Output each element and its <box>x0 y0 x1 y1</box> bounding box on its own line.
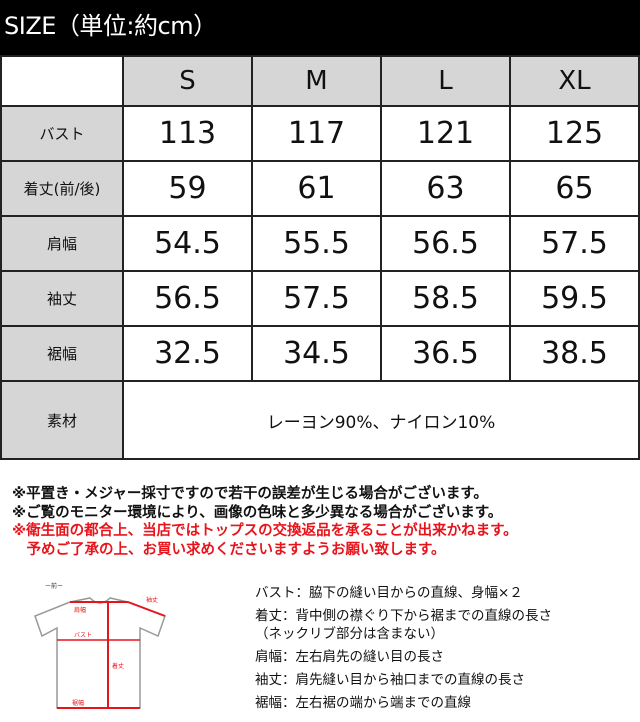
sleeve-label: 袖丈 <box>146 596 158 604</box>
row-label: 肩幅 <box>0 215 124 272</box>
table-row: 着丈(前/後) 59 61 63 65 <box>0 160 640 217</box>
length-label: 着丈 <box>112 662 124 670</box>
material-label: 素材 <box>0 380 124 460</box>
note-line: ※ご覧のモニター環境により、画像の色味と多少異なる場合がございます。 <box>12 504 503 521</box>
cell: 58.5 <box>380 270 511 327</box>
cell: 57.5 <box>251 270 382 327</box>
cell: 121 <box>380 105 511 162</box>
table-row: 肩幅 54.5 55.5 56.5 57.5 <box>0 215 640 272</box>
size-header-row: S M L XL <box>0 55 640 107</box>
cell: 32.5 <box>122 325 253 382</box>
material-row: 素材 レーヨン90%、ナイロン10% <box>0 380 640 460</box>
table-row: 袖丈 56.5 57.5 58.5 59.5 <box>0 270 640 327</box>
size-xl: XL <box>509 55 640 107</box>
row-label: 袖丈 <box>0 270 124 327</box>
size-s: S <box>122 55 253 107</box>
sleeve-line <box>127 601 166 617</box>
material-value: レーヨン90%、ナイロン10% <box>122 380 640 460</box>
cell: 54.5 <box>122 215 253 272</box>
front-label: ー前ー <box>45 582 63 590</box>
size-m: M <box>251 55 382 107</box>
table-row: 裾幅 32.5 34.5 36.5 38.5 <box>0 325 640 382</box>
measurement-definitions: バスト：脇下の縫い目からの直線、身幅×２ 着丈：背中側の襟ぐり下から裾までの直線… <box>255 584 552 717</box>
warning-line: ※衛生面の都合上、当店ではトップスの交換返品を承ることが出来かねます。 <box>12 523 518 540</box>
notes: ※平置き・メジャー採寸ですので若干の誤差が生じる場合がございます。 ※ご覧のモニ… <box>12 485 518 559</box>
row-label: 着丈(前/後) <box>0 160 124 217</box>
bust-label: バスト <box>74 632 92 639</box>
definition-length-note: （ネックリブ部分は含まない） <box>255 626 444 642</box>
size-title: SIZE（単位:約cm） <box>0 0 640 55</box>
cell: 34.5 <box>251 325 382 382</box>
row-label: バスト <box>0 105 124 162</box>
definition-bust: バスト：脇下の縫い目からの直線、身幅×２ <box>255 585 523 601</box>
cell: 59 <box>122 160 253 217</box>
cell: 56.5 <box>122 270 253 327</box>
definition-shoulder: 肩幅：左右肩先の縫い目の長さ <box>255 649 444 665</box>
cell: 125 <box>509 105 640 162</box>
row-label: 裾幅 <box>0 325 124 382</box>
cell: 38.5 <box>509 325 640 382</box>
hem-label: 裾幅 <box>72 699 84 707</box>
cell: 36.5 <box>380 325 511 382</box>
cell: 56.5 <box>380 215 511 272</box>
warning-line: 予めご了承の上、お買い求めくださいますようお願い致します。 <box>12 541 446 558</box>
cell: 61 <box>251 160 382 217</box>
size-table: S M L XL バスト 113 117 121 125 着丈(前/後) 59 … <box>0 55 640 460</box>
tshirt-diagram: ー前ー 袖丈 肩幅 バスト 着丈 裾幅 <box>34 582 166 709</box>
definition-hem: 裾幅：左右裾の端から端までの直線 <box>255 695 471 711</box>
cell: 55.5 <box>251 215 382 272</box>
cell: 65 <box>509 160 640 217</box>
definition-sleeve: 袖丈：肩先縫い目から袖口までの直線の長さ <box>255 672 525 688</box>
cell: 59.5 <box>509 270 640 327</box>
tshirt-outline <box>34 597 166 709</box>
size-l: L <box>380 55 511 107</box>
note-line: ※平置き・メジャー採寸ですので若干の誤差が生じる場合がございます。 <box>12 486 488 502</box>
shoulder-label: 肩幅 <box>74 606 86 614</box>
cell: 113 <box>122 105 253 162</box>
definition-length: 着丈：背中側の襟ぐり下から裾までの直線の長さ <box>255 608 552 624</box>
cell: 117 <box>251 105 382 162</box>
table-row: バスト 113 117 121 125 <box>0 105 640 162</box>
cell: 63 <box>380 160 511 217</box>
cell: 57.5 <box>509 215 640 272</box>
corner-cell <box>0 55 124 107</box>
